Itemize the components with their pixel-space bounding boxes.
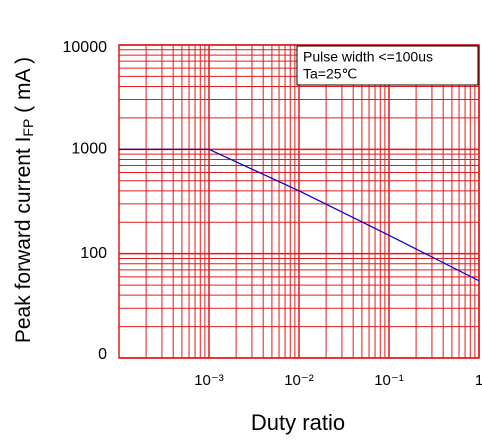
y-tick-label: 0 [98,346,107,363]
y-tick-label: 100 [80,245,107,262]
data-line [119,148,480,282]
plot-frame [118,44,480,359]
x-axis-label: Duty ratio [251,410,345,435]
x-tick-label: 10⁻² [284,372,314,389]
legend-box [296,45,479,86]
x-tick-label: 10⁻³ [194,372,224,389]
annotation: Ta=25℃ [303,66,357,82]
y-tick-label: 10000 [63,39,108,56]
y-tick-label: 1000 [71,141,107,158]
y-axis-label: Peak forward current IFP ( mA ) [12,57,36,343]
x-tick-label: 1 [475,372,482,389]
annotation: Pulse width <=100us [303,49,433,65]
x-tick-label: 10⁻¹ [374,372,404,389]
